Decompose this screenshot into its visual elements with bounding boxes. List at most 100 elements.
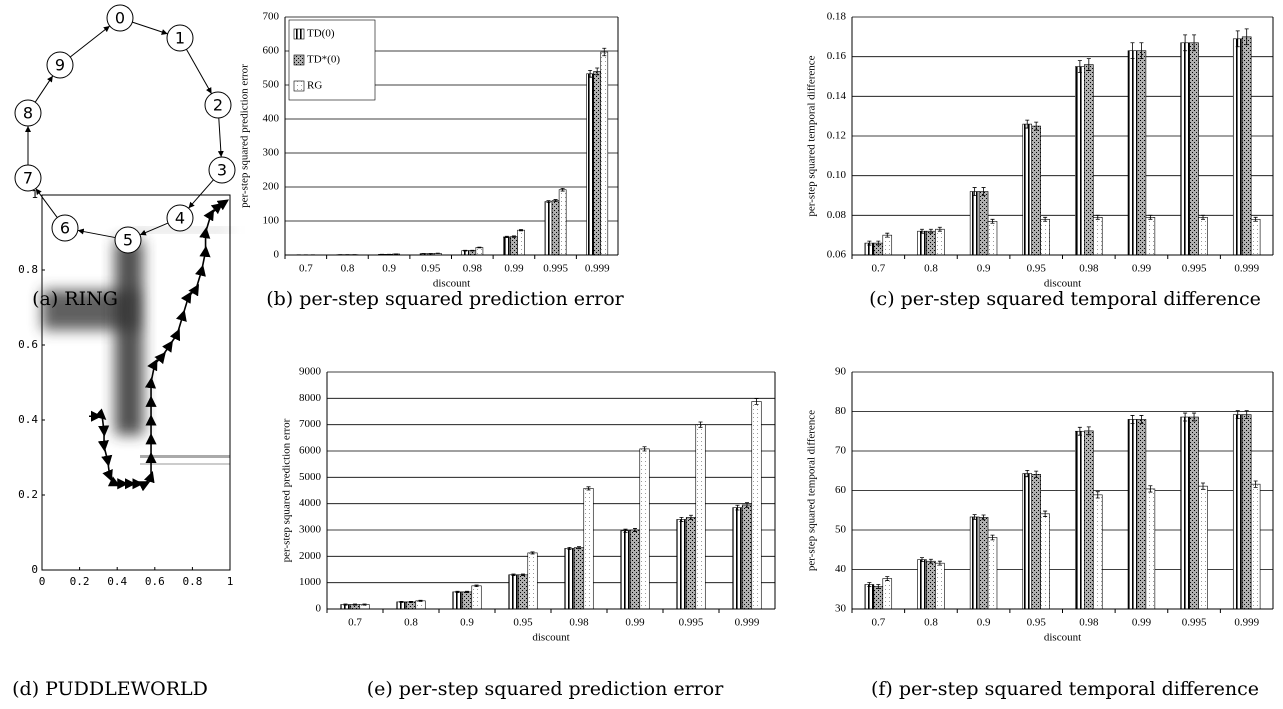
x-axis-label: discount (532, 632, 569, 644)
x-tick-label: 0.9 (460, 617, 474, 629)
bar (1075, 66, 1085, 256)
bar (405, 601, 417, 610)
bar (751, 401, 762, 610)
bar (1232, 38, 1243, 256)
error-bar (867, 582, 872, 587)
error-bar (937, 226, 942, 232)
error-bar (745, 502, 749, 508)
x-tick-label: 0.99 (625, 617, 645, 629)
bar (583, 488, 594, 610)
x-tick-label: 0.8 (341, 263, 355, 275)
ring-node-label: 4 (175, 209, 185, 228)
x-tick-label: 0.99 (504, 263, 524, 275)
bar (586, 73, 594, 256)
ring-edge (185, 49, 213, 94)
bar (415, 600, 426, 610)
bar (685, 517, 697, 610)
x-tick-label: 0.999 (585, 263, 610, 275)
error-bar (1235, 30, 1240, 48)
error-bar (1130, 42, 1135, 60)
error-bar (465, 590, 469, 593)
bar (396, 601, 407, 610)
bar (544, 201, 553, 256)
error-bar (937, 560, 942, 566)
y-tick-label: 50 (835, 524, 847, 536)
error-bar (588, 69, 593, 78)
ring-edge (34, 75, 54, 103)
x-tick-label: 0.95 (421, 263, 441, 275)
ring-node (208, 156, 236, 184)
bar (987, 220, 998, 256)
error-bar (1201, 214, 1206, 220)
bar (935, 562, 945, 610)
y-tick-label: 2000 (299, 550, 322, 562)
x-tick-label: 0.999 (1234, 617, 1259, 629)
y-tick-label: 700 (263, 11, 280, 23)
error-bar (577, 546, 581, 550)
ring-edge (35, 188, 58, 218)
bar (1092, 217, 1103, 256)
bar (510, 236, 518, 256)
bar (620, 530, 631, 610)
x-tick-label: 0.7 (348, 617, 362, 629)
bar (564, 548, 575, 610)
ring-edge (217, 117, 224, 158)
bar (452, 591, 463, 610)
x-tick-label: 0 (39, 575, 46, 588)
y-tick-label: 4000 (299, 497, 322, 509)
bar (1040, 513, 1050, 610)
bar (987, 537, 998, 610)
caption: (b) per-step squared prediction error (266, 288, 624, 310)
error-bar (1077, 426, 1082, 436)
error-bar (928, 558, 933, 564)
x-tick-label: 0.7 (871, 617, 885, 629)
error-bar (876, 240, 881, 246)
bar (882, 234, 893, 256)
y-tick-label: 0 (316, 603, 322, 615)
y-tick-label: 9000 (299, 366, 322, 378)
bar (517, 574, 529, 610)
error-bar (754, 398, 759, 405)
y-tick-label: 0.18 (827, 11, 847, 23)
error-bar (1201, 482, 1206, 490)
puddles (41, 194, 231, 571)
x-tick-label: 0.95 (1027, 617, 1047, 629)
error-bar (1244, 410, 1249, 420)
error-bar (362, 603, 367, 606)
bar (1092, 494, 1103, 610)
error-bar (602, 47, 607, 57)
x-tick-label: 0.995 (1182, 617, 1207, 629)
error-bar (633, 528, 637, 532)
error-bar (972, 514, 977, 520)
error-bar (1253, 480, 1258, 488)
error-bar (595, 67, 600, 76)
ring-node (14, 164, 42, 192)
bar (741, 504, 753, 610)
ring-node-label: 6 (60, 219, 70, 238)
ring-edge (69, 25, 111, 58)
y-tick-label: 7000 (299, 418, 322, 430)
error-bar (1183, 412, 1188, 422)
y-tick-label: 0.10 (827, 169, 847, 181)
x-tick-label: 0.98 (1079, 263, 1099, 275)
ring-node-label: 0 (115, 9, 125, 28)
bar (1084, 430, 1094, 610)
bar (1180, 42, 1190, 256)
y-tick-label: 8000 (299, 392, 322, 404)
x-tick-label: 0.9 (382, 263, 396, 275)
y-tick-label: 5000 (299, 471, 322, 483)
ring-node-label: 9 (55, 56, 65, 75)
bar (917, 230, 927, 256)
bar (1241, 414, 1252, 610)
y-axis-label: per-step squared temporal difference (806, 55, 818, 216)
error-bar (1235, 410, 1240, 420)
y-tick-label: 0.4 (18, 413, 38, 426)
legend-swatch (293, 28, 305, 40)
ring-node (204, 91, 232, 119)
bar (1022, 123, 1033, 256)
bar (873, 586, 884, 610)
bar (935, 228, 945, 256)
y-axis-label: per-step squared temporal difference (806, 410, 818, 571)
ring-node-label: 2 (213, 96, 223, 115)
